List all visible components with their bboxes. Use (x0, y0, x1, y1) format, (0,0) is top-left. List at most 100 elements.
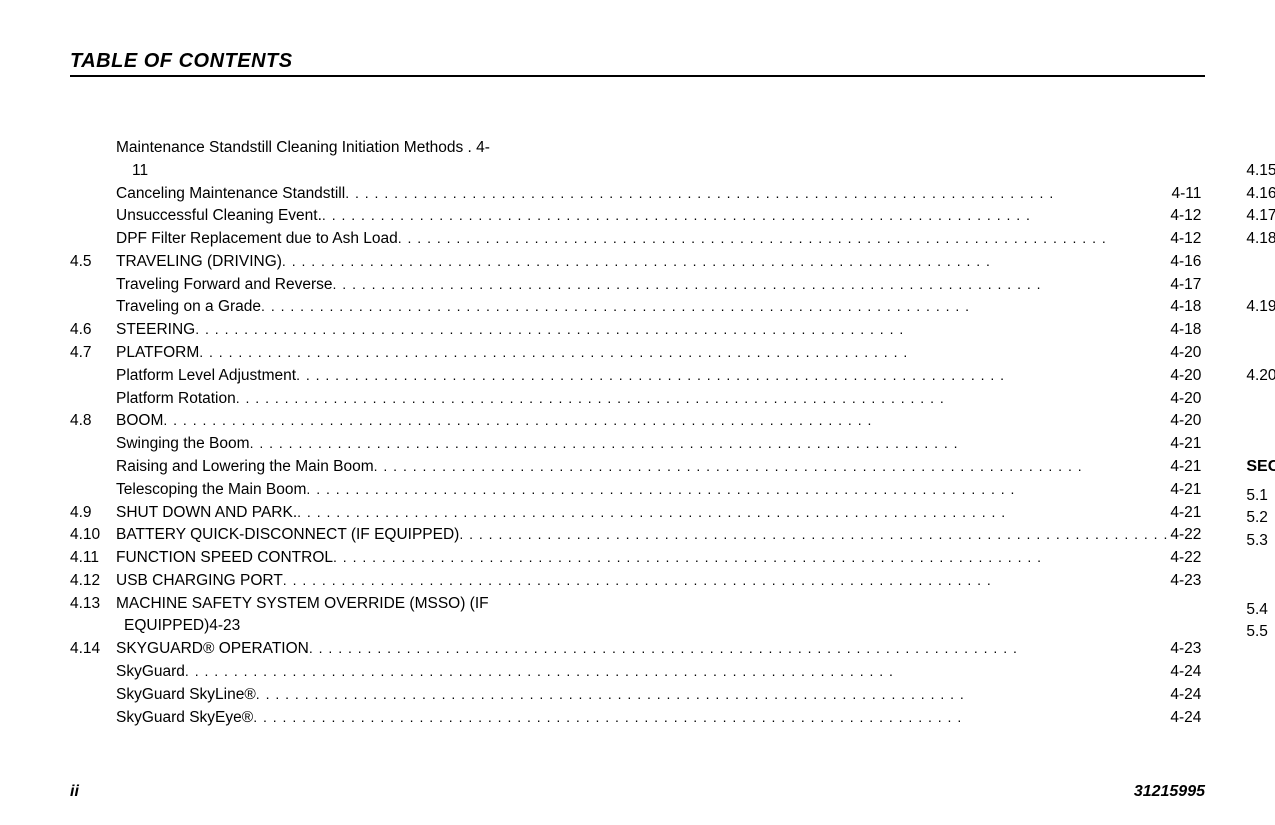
toc-entry: 5.3EMERGENCY OPERATION 5-1 (1246, 530, 1275, 553)
toc-columns: Maintenance Standstill Cleaning Initiati… (70, 137, 1205, 729)
toc-leader-dots (199, 342, 1168, 365)
toc-leader-dots (374, 456, 1169, 479)
toc-entry-page: 4-22 (1168, 524, 1201, 547)
toc-entry: 4.18AUXILIARY POWER. 4-29 (1246, 228, 1275, 251)
toc-entry-text: Swinging the Boom (116, 433, 250, 456)
toc-entry-text: STEERING (116, 319, 195, 342)
toc-entry-page: 4-20 (1168, 365, 1201, 388)
toc-entry-number: 4.17 (1246, 205, 1275, 228)
toc-entry-page: 4-17 (1168, 274, 1201, 297)
toc-leader-dots (309, 638, 1168, 661)
toc-entry-page: 4-20 (1168, 410, 1201, 433)
toc-entry-number: 5.4 (1246, 599, 1275, 622)
toc-entry: Lifting 4-31 (1246, 388, 1275, 411)
toc-entry-page: 4-18 (1168, 319, 1201, 342)
toc-entry-text: Platform Rotation (116, 388, 236, 411)
toc-entry: Platform Level Adjustment 4-20 (70, 365, 1201, 388)
toc-entry: Changing From LP Gas to Gasoline. 4-30 (1246, 342, 1275, 365)
toc-leader-dots (333, 274, 1169, 297)
toc-entry-number: 4.7 (70, 342, 116, 365)
toc-entry: Swinging the Boom 4-21 (70, 433, 1201, 456)
toc-leader-dots (256, 684, 1169, 707)
toc-entry: 4.5TRAVELING (DRIVING) 4-16 (70, 251, 1201, 274)
toc-entry-number: 4.8 (70, 410, 116, 433)
toc-entry: Traveling Forward and Reverse 4-17 (70, 274, 1201, 297)
toc-entry-number: 4.9 (70, 502, 116, 525)
toc-entry-page: 4-24 (1168, 684, 1201, 707)
toc-entry: Maintenance Standstill Cleaning Initiati… (70, 137, 1201, 160)
toc-entry: 4.7PLATFORM 4-20 (70, 342, 1201, 365)
toc-entry: Raising and Lowering the Main Boom 4-21 (70, 456, 1201, 479)
toc-entry-page: 4-23 (1168, 570, 1201, 593)
toc-entry-page: 4-21 (1168, 456, 1201, 479)
toc-entry-number: 4.10 (70, 524, 116, 547)
toc-entry-number: 4.13 (70, 593, 116, 616)
toc-entry-number: 5.3 (1246, 530, 1275, 553)
toc-entry: Traveling on a Grade 4-18 (70, 296, 1201, 319)
toc-entry: 4.12USB CHARGING PORT 4-23 (70, 570, 1201, 593)
toc-entry: Activating from the Ground Control Stati… (1246, 274, 1275, 297)
toc-entry: DPF Filter Replacement due to Ash Load 4… (70, 228, 1201, 251)
footer-page-number: ii (70, 783, 79, 801)
toc-entry-text: MACHINE SAFETY SYSTEM OVERRIDE (MSSO) (I… (116, 593, 489, 616)
toc-entry-text: BOOM (116, 410, 163, 433)
toc-entry-page: 4-20 (1168, 342, 1201, 365)
toc-entry-wrap: 11 (70, 160, 1201, 183)
toc-entry: 4.20TIE DOWN AND LIFTING. 4-31 (1246, 365, 1275, 388)
toc-leader-dots (345, 183, 1169, 206)
toc-entry-page: 4-24 (1168, 707, 1201, 730)
toc-entry-text: TRAVELING (DRIVING) (116, 251, 282, 274)
toc-entry-number: 4.16 (1246, 183, 1275, 206)
toc-entry: 5.1GENERAL 5-1 (1246, 485, 1275, 508)
toc-entry-page: 4-16 (1168, 251, 1201, 274)
toc-leader-dots (322, 205, 1168, 228)
toc-entry: Unsuccessful Cleaning Event. 4-12 (70, 205, 1201, 228)
toc-entry-number: 4.18 (1246, 228, 1275, 251)
toc-entry-page: 4-23 (1168, 638, 1201, 661)
toc-leader-dots (398, 228, 1169, 251)
toc-entry-page: 4-11 (1170, 183, 1202, 206)
toc-entry: SkyGuard SkyLine® 4-24 (70, 684, 1201, 707)
toc-entry: Telescoping the Main Boom 4-21 (70, 479, 1201, 502)
toc-leader-dots (459, 524, 1168, 547)
toc-entry-page: 4-21 (1168, 502, 1201, 525)
toc-leader-dots (236, 388, 1169, 411)
toc-entry: 4.13MACHINE SAFETY SYSTEM OVERRIDE (MSSO… (70, 593, 1201, 616)
toc-entry: 4.16STEER/TOW SELECTOR (IF EQUIPPED). 4-… (1246, 183, 1275, 206)
toc-entry: Operator Unable to Control Machine. 5-1 (1246, 553, 1275, 576)
toc-entry: 5.2INCIDENT NOTIFICATION. 5-1 (1246, 507, 1275, 530)
toc-entry-text: Telescoping the Main Boom (116, 479, 306, 502)
toc-entry-number: 4.11 (70, 547, 116, 570)
toc-entry-text: USB CHARGING PORT (116, 570, 283, 593)
toc-leader-dots (306, 479, 1168, 502)
toc-entry: 4.9SHUT DOWN AND PARK. 4-21 (70, 502, 1201, 525)
toc-leader-dots (333, 547, 1168, 570)
toc-leader-dots (250, 433, 1169, 456)
footer-doc-number: 31215995 (1134, 783, 1205, 801)
toc-leader-dots (282, 251, 1168, 274)
toc-entry-text: DPF Filter Replacement due to Ash Load (116, 228, 398, 251)
toc-entry: 4.19DUAL FUEL SYSTEM (GAS ENGINE ONLY) 4… (1246, 296, 1275, 319)
toc-entry-number: 5.5 (1246, 621, 1275, 644)
toc-entry: 4.6STEERING 4-18 (70, 319, 1201, 342)
toc-entry-text: Maintenance Standstill Cleaning Initiati… (116, 137, 490, 160)
toc-entry: 4.11FUNCTION SPEED CONTROL 4-22 (70, 547, 1201, 570)
toc-entry-wrap: EQUIPPED)4-23 (70, 615, 1201, 638)
toc-entry-text: SHUT DOWN AND PARK. (116, 502, 297, 525)
toc-entry: Activating from the Platform Control Sta… (1246, 251, 1275, 274)
toc-left-column: Maintenance Standstill Cleaning Initiati… (70, 137, 1201, 729)
toc-entry-text: SkyGuard SkyLine® (116, 684, 256, 707)
toc-right-column: SkyGuard Function Table 4-254.15OSCILLAT… (1246, 137, 1275, 729)
toc-leader-dots (185, 661, 1168, 684)
toc-entry-number: 5.1 (1246, 485, 1275, 508)
toc-entry: 4.14SKYGUARD® OPERATION 4-23 (70, 638, 1201, 661)
toc-leader-dots (283, 570, 1169, 593)
toc-entry: SkyGuard SkyEye® 4-24 (70, 707, 1201, 730)
toc-leader-dots (296, 365, 1168, 388)
toc-entry-page: 4-12 (1168, 205, 1201, 228)
toc-entry: Tie Down 4-31 (1246, 410, 1275, 433)
toc-entry-number: 4.5 (70, 251, 116, 274)
toc-leader-dots (261, 296, 1168, 319)
toc-entry-number: 4.20 (1246, 365, 1275, 388)
toc-entry-page: 4-12 (1168, 228, 1201, 251)
